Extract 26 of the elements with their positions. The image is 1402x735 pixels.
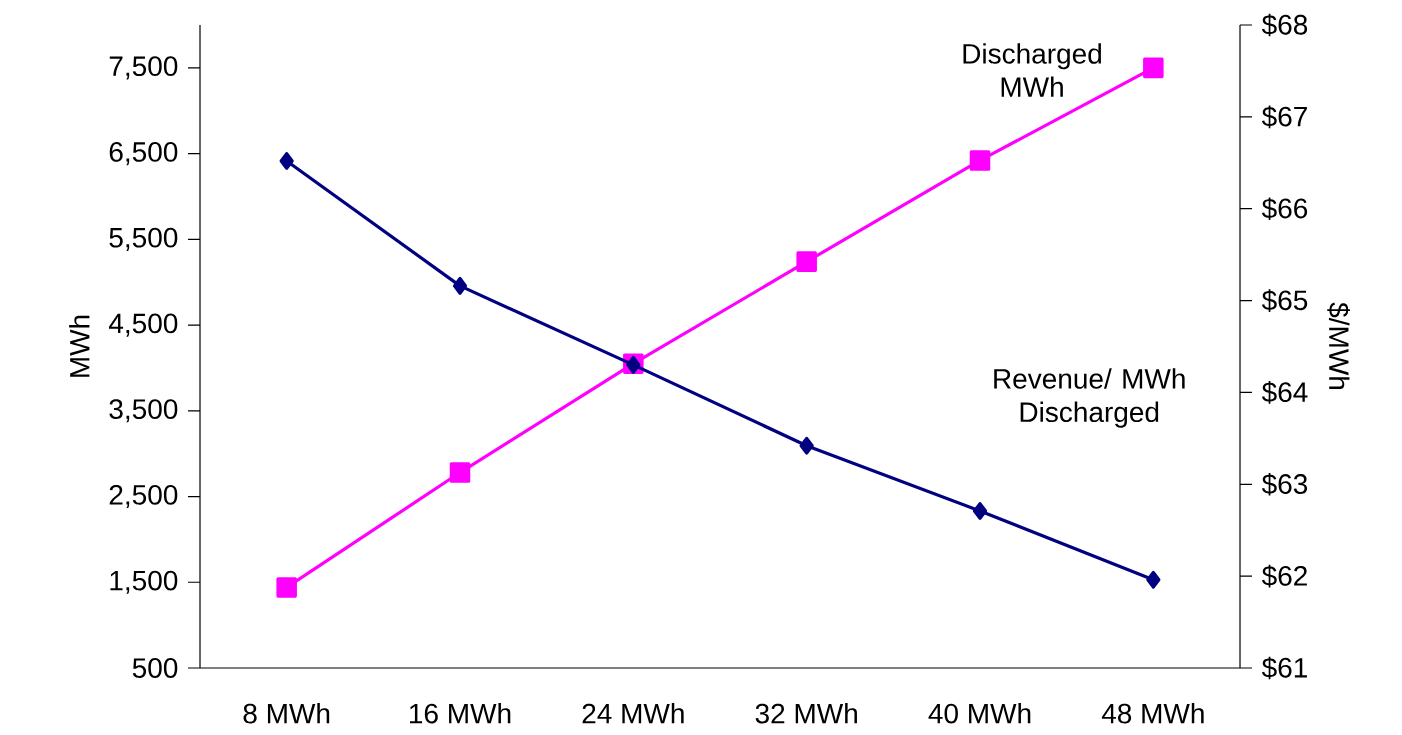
- text: Revenue/ MWh Discharged: [994, 368, 1185, 428]
- y2-tick-label: $68: [1261, 13, 1308, 37]
- y-tick-label: 500: [132, 658, 178, 678]
- y-tick-label: 2,500: [109, 484, 178, 509]
- y2-axis-title: $/MWh: [1327, 302, 1350, 390]
- y-axis-title: MWh: [69, 315, 90, 377]
- y2-tick-label: $67: [1261, 105, 1307, 129]
- y2-tick-label: $61: [1261, 656, 1307, 680]
- x-tick-label: 24 MWh: [582, 702, 684, 724]
- series-label: Discharged MWh: [963, 43, 1101, 97]
- y-tick-label: 7,500: [109, 56, 178, 80]
- y2-tick-label: $64: [1261, 381, 1308, 404]
- y2-tick-label: $65: [1261, 289, 1308, 312]
- x-tick-label: 8 MWh: [243, 702, 330, 724]
- y-tick-label: 1,500: [110, 570, 178, 594]
- y-tick-label: 3,500: [109, 399, 178, 423]
- x-tick-label: 40 MWh: [928, 702, 1031, 724]
- y2-tick-label: $66: [1261, 197, 1308, 221]
- y-tick-label: 5,500: [109, 227, 178, 251]
- y-tick-label: 4,500: [108, 313, 178, 337]
- x-tick-label: 16 MWh: [410, 702, 511, 724]
- y2-tick-label: $63: [1261, 472, 1308, 496]
- y2-tick-label: $62: [1261, 564, 1307, 588]
- y-tick-label: 6,500: [109, 142, 178, 166]
- x-tick-label: 32 MWh: [755, 702, 857, 724]
- x-tick-label: 48 MWh: [1101, 702, 1204, 724]
